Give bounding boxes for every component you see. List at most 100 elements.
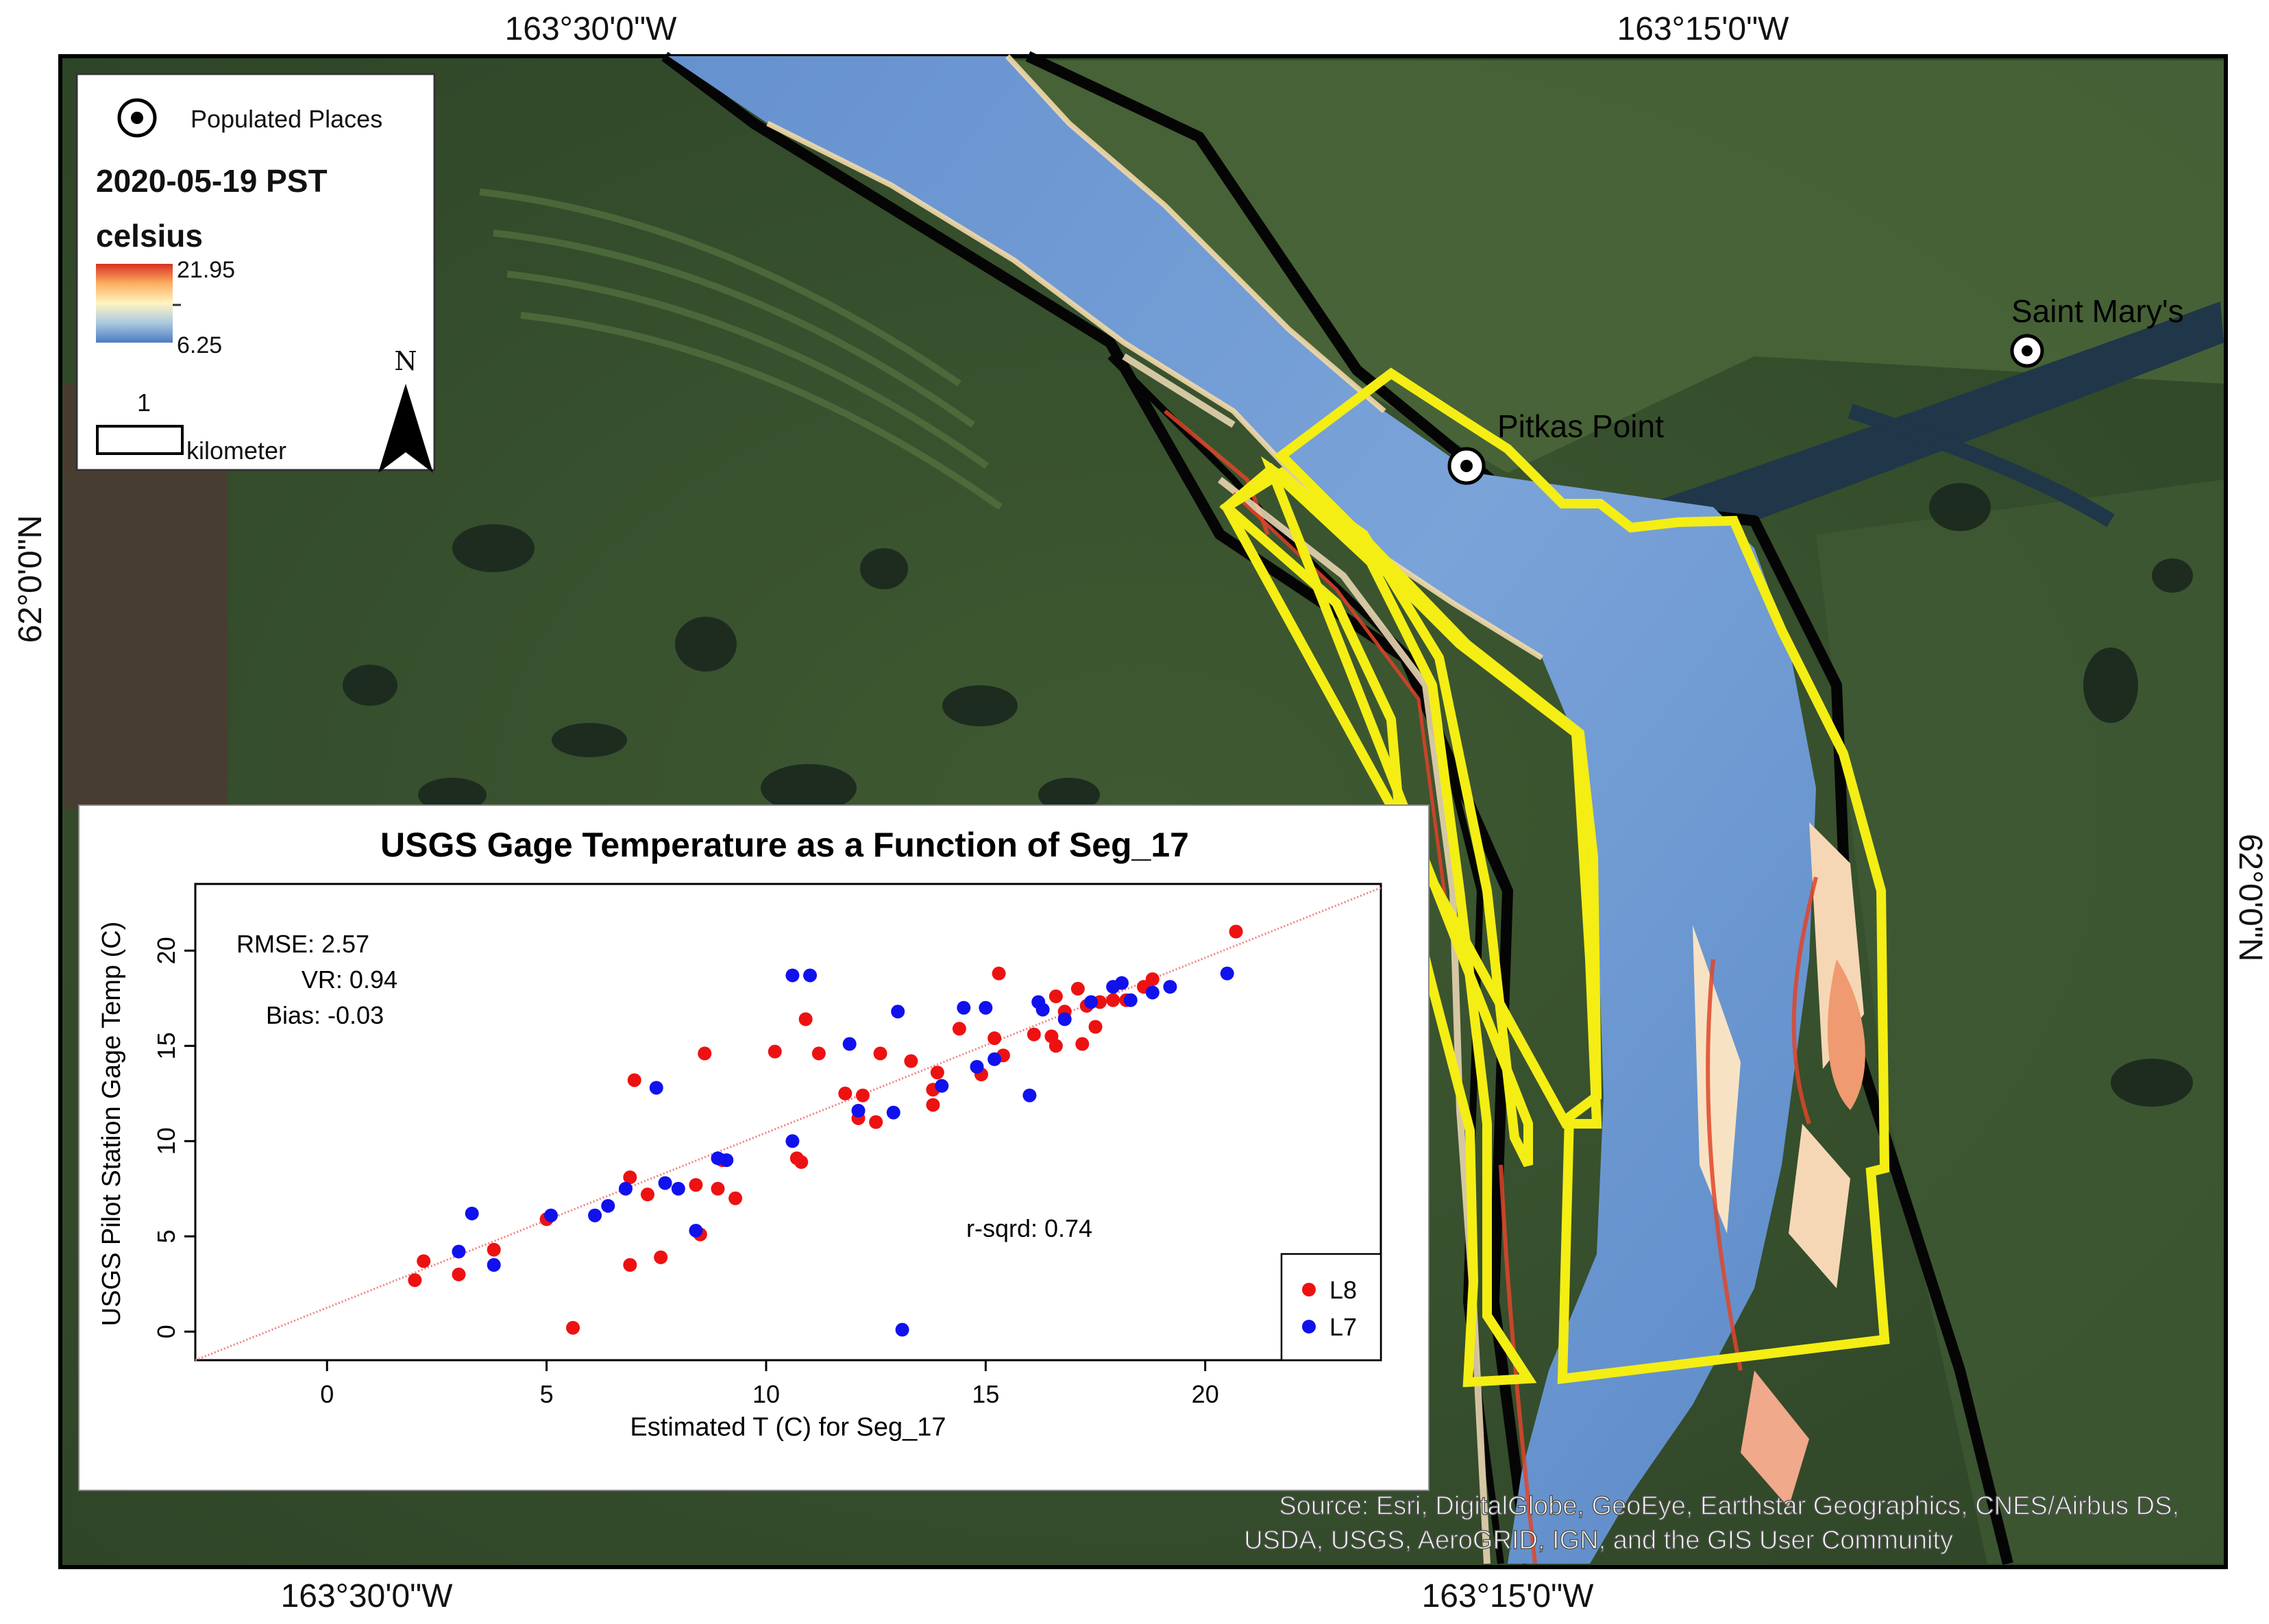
point-l7 <box>970 1059 984 1074</box>
point-l8 <box>623 1170 637 1185</box>
point-l7 <box>1022 1088 1037 1103</box>
y-tick-label: 15 <box>152 1032 180 1059</box>
point-l7 <box>895 1322 909 1337</box>
place-saint-marys[interactable]: Saint Mary's <box>2010 293 2184 368</box>
point-l7 <box>618 1181 633 1196</box>
point-l7 <box>803 968 818 983</box>
point-l8 <box>855 1088 870 1103</box>
x-tick-label: 5 <box>540 1380 554 1408</box>
x-tick-label: 10 <box>752 1380 780 1408</box>
scale-bar <box>96 425 184 455</box>
point-l7 <box>1084 995 1099 1009</box>
north-arrow-icon <box>378 384 433 473</box>
point-l7 <box>957 1000 971 1015</box>
point-l7 <box>452 1244 466 1259</box>
stat-rmse: RMSE: 2.57 <box>236 930 369 958</box>
point-l7 <box>979 1000 993 1015</box>
chart-panel <box>78 804 1430 1491</box>
point-l7 <box>1114 976 1129 990</box>
fit-line-layer <box>195 887 1382 1362</box>
legend-label-l8: L8 <box>1329 1276 1357 1304</box>
plot-area <box>194 883 1382 1362</box>
data-points <box>408 924 1243 1337</box>
meander-scrolls <box>479 188 1003 510</box>
populated-place-dot-icon <box>131 112 143 124</box>
x-axis-label: Estimated T (C) for Seg_17 <box>630 1413 946 1442</box>
source-text-line1: Source: Esri, DigitalGlobe, GeoEye, Eart… <box>1279 1492 2179 1521</box>
y-axis-label: USGS Pilot Station Gage Temp (C) <box>97 922 126 1327</box>
x-tick-label: 15 <box>972 1380 999 1408</box>
point-l8 <box>452 1267 466 1281</box>
scale-bar-unit: kilometer <box>186 436 286 465</box>
scale-bar-value: 1 <box>137 389 151 417</box>
point-l7 <box>720 1153 734 1168</box>
point-l8 <box>1145 972 1160 986</box>
point-l8 <box>627 1073 641 1087</box>
temperature-color-ramp <box>96 264 173 343</box>
segment-polygon-inner <box>1260 456 1533 1168</box>
point-l7 <box>1035 1002 1050 1017</box>
point-l7 <box>649 1081 663 1095</box>
place-pitkas-point[interactable]: Pitkas Point <box>1447 408 1664 485</box>
axis-ticks: 0 5 10 15 20 0 5 10 15 20 <box>152 937 1219 1408</box>
point-l8 <box>1048 1039 1063 1053</box>
map-legend: Populated Places 2020-05-19 PST celsius … <box>75 73 436 473</box>
legend-label-l7: L7 <box>1329 1313 1357 1341</box>
floodplain-terrain <box>1816 480 2224 1564</box>
river-segments <box>1219 367 1890 1388</box>
legend-max: 21.95 <box>177 257 235 283</box>
x-tick-label: 20 <box>1192 1380 1219 1408</box>
coord-bottom-right: 163°15'0"W <box>1422 1578 1595 1614</box>
scatter-chart: USGS Gage Temperature as a Function of S… <box>78 804 1430 1491</box>
point-l7 <box>658 1176 672 1190</box>
point-l8 <box>992 966 1006 981</box>
point-l7 <box>1123 993 1138 1007</box>
point-l8 <box>794 1155 809 1169</box>
y-tick-label: 20 <box>152 937 180 964</box>
north-label: N <box>394 346 417 376</box>
point-l8 <box>838 1086 853 1100</box>
regression-line <box>195 887 1382 1362</box>
x-tick-label: 0 <box>320 1380 334 1408</box>
point-l7 <box>851 1103 866 1118</box>
point-l8 <box>408 1273 422 1288</box>
y-tick-label: 5 <box>152 1229 180 1243</box>
populated-place-dot-icon <box>1460 460 1473 472</box>
legend-marker-l8 <box>1302 1283 1316 1296</box>
point-l7 <box>544 1208 558 1222</box>
legend-marker-l7 <box>1302 1320 1316 1333</box>
point-l8 <box>1070 981 1085 996</box>
point-l8 <box>623 1258 637 1272</box>
point-l7 <box>601 1198 615 1213</box>
point-l7 <box>1057 1012 1072 1026</box>
chart-title: USGS Gage Temperature as a Function of S… <box>380 826 1189 864</box>
point-l8 <box>1027 1027 1041 1042</box>
source-text-line2: USDA, USGS, AeroGRID, IGN, and the GIS U… <box>1244 1526 1953 1555</box>
point-l8 <box>698 1046 712 1061</box>
coord-bottom-left: 163°30'0"W <box>281 1578 454 1614</box>
point-l8 <box>1048 989 1063 1004</box>
graticule-labels: 163°30'0"W 163°15'0"W 163°30'0"W 163°15'… <box>12 11 2268 1614</box>
point-l8 <box>873 1046 887 1061</box>
coord-left: 62°0'0"N <box>12 515 49 643</box>
point-l8 <box>487 1242 501 1257</box>
point-l8 <box>640 1188 654 1202</box>
coord-top-right: 163°15'0"W <box>1617 11 1790 47</box>
point-l8 <box>417 1254 431 1268</box>
legend-unit: celsius <box>96 218 203 254</box>
place-label-saint-marys: Saint Mary's <box>2011 293 2184 329</box>
chart-legend-box <box>1280 1253 1382 1362</box>
warm-channels <box>1164 409 1818 1564</box>
point-l8 <box>768 1044 782 1059</box>
point-l7 <box>785 1134 800 1148</box>
tributary-branch <box>1848 404 2115 528</box>
point-l7 <box>842 1037 857 1051</box>
point-l7 <box>1220 966 1234 981</box>
upland-terrain <box>1014 60 2224 473</box>
source-attribution: Source: Esri, DigitalGlobe, GeoEye, Eart… <box>1243 1491 2179 1555</box>
point-l7 <box>891 1005 905 1019</box>
point-l8 <box>926 1098 940 1112</box>
populated-place-dot-icon <box>2022 345 2033 356</box>
stat-vr: VR: 0.94 <box>302 965 397 994</box>
